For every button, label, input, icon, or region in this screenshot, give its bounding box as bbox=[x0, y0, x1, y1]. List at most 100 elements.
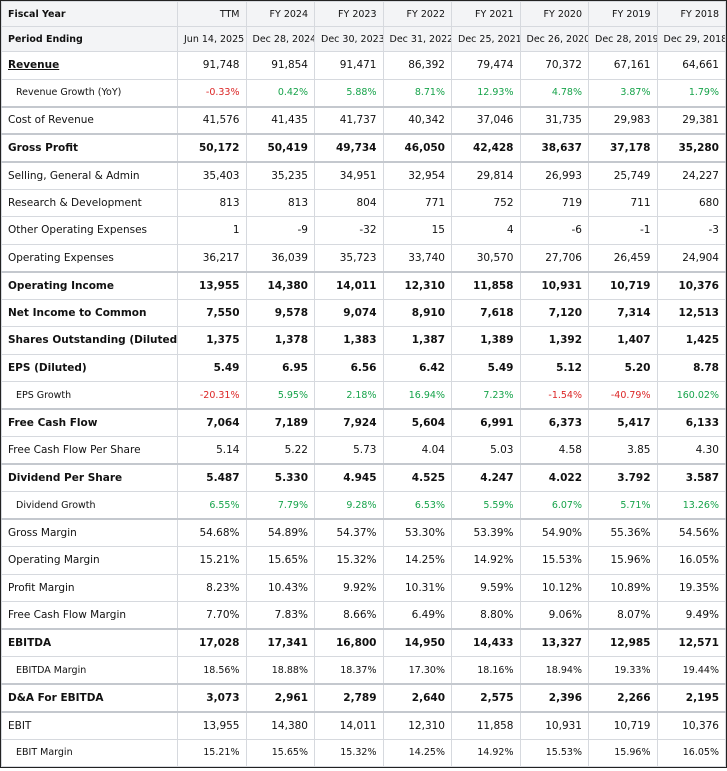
value-cell: 15.53% bbox=[519, 546, 589, 575]
header-cell: Dec 28, 2024 bbox=[245, 26, 315, 52]
value-cell: 5.59% bbox=[451, 491, 521, 520]
data-row: Free Cash Flow 7,064 7,189 7,924 5,604 6,991 6… bbox=[1, 408, 726, 437]
value-cell: 10,376 bbox=[656, 710, 726, 740]
value-cell: 50,419 bbox=[245, 133, 315, 162]
value-cell: 14.92% bbox=[451, 738, 521, 767]
data-row: EPS Growth -20.31% 5.95% 2.18% 16.94% 7.23% -1… bbox=[1, 381, 726, 410]
value-cell: 18.94% bbox=[519, 656, 589, 685]
data-row: Net Income to Common 7,550 9,578 9,074 8,910… bbox=[1, 298, 726, 327]
value-cell: 5.22 bbox=[245, 436, 315, 465]
value-cell: 1.79% bbox=[656, 78, 726, 107]
value-cell: 14,380 bbox=[245, 710, 315, 740]
value-cell: 14.25% bbox=[382, 546, 452, 575]
header-cell: FY 2024 bbox=[245, 1, 315, 27]
value-cell: 12,513 bbox=[656, 298, 726, 327]
value-cell: 5.88% bbox=[314, 78, 384, 107]
value-cell: 16.05% bbox=[656, 738, 726, 767]
value-cell: 8.80% bbox=[451, 601, 521, 630]
value-cell: 1,407 bbox=[588, 326, 658, 355]
value-cell: 14,011 bbox=[314, 710, 384, 740]
header-cell: FY 2018 bbox=[656, 1, 726, 27]
header-label: Period Ending bbox=[1, 26, 178, 52]
value-cell: 771 bbox=[382, 188, 452, 217]
value-cell: 36,039 bbox=[245, 243, 315, 272]
value-cell: 15.53% bbox=[519, 738, 589, 767]
value-cell: 13.26% bbox=[656, 491, 726, 520]
row-label: Operating Expenses bbox=[1, 243, 178, 272]
value-cell: 41,576 bbox=[177, 105, 247, 135]
value-cell: 3.792 bbox=[588, 463, 658, 492]
data-row: Free Cash Flow Per Share 5.14 5.22 5.73 4.04… bbox=[1, 436, 726, 465]
value-cell: 42,428 bbox=[451, 133, 521, 162]
value-cell: 17,341 bbox=[245, 628, 315, 657]
value-cell: 54.68% bbox=[177, 518, 247, 547]
value-cell: 10.89% bbox=[588, 573, 658, 602]
value-cell: 5,604 bbox=[382, 408, 452, 437]
value-cell: 35,723 bbox=[314, 243, 384, 272]
header-cell: FY 2021 bbox=[451, 1, 521, 27]
value-cell: 15.32% bbox=[314, 546, 384, 575]
value-cell: 31,735 bbox=[519, 105, 589, 135]
value-cell: 86,392 bbox=[382, 51, 452, 80]
value-cell: 14,433 bbox=[451, 628, 521, 657]
value-cell: -3 bbox=[656, 216, 726, 245]
value-cell: -9 bbox=[245, 216, 315, 245]
value-cell: 12.93% bbox=[451, 78, 521, 107]
value-cell: -6 bbox=[519, 216, 589, 245]
header-cell: Dec 30, 2023 bbox=[314, 26, 384, 52]
value-cell: 6.56 bbox=[314, 353, 384, 382]
value-cell: 54.89% bbox=[245, 518, 315, 547]
value-cell: 70,372 bbox=[519, 51, 589, 80]
data-row: Gross Profit 50,172 50,419 49,734 46,050 42,4… bbox=[1, 133, 726, 162]
value-cell: 29,381 bbox=[656, 105, 726, 135]
value-cell: 91,471 bbox=[314, 51, 384, 80]
value-cell: 14,011 bbox=[314, 270, 384, 300]
value-cell: 54.37% bbox=[314, 518, 384, 547]
value-cell: 711 bbox=[588, 188, 658, 217]
data-row: Dividend Per Share 5.487 5.330 4.945 4.525 4.… bbox=[1, 463, 726, 492]
value-cell: 15.65% bbox=[245, 738, 315, 767]
value-cell: 1,425 bbox=[656, 326, 726, 355]
value-cell: 3.87% bbox=[588, 78, 658, 107]
value-cell: 2.18% bbox=[314, 381, 384, 410]
value-cell: 1,378 bbox=[245, 326, 315, 355]
value-cell: 18.56% bbox=[177, 656, 247, 685]
row-label: Profit Margin bbox=[1, 573, 178, 602]
data-row: Operating Expenses 36,217 36,039 35,723 33,7… bbox=[1, 243, 726, 272]
value-cell: 15 bbox=[382, 216, 452, 245]
value-cell: 680 bbox=[656, 188, 726, 217]
value-cell: 29,814 bbox=[451, 160, 521, 190]
value-cell: 5.03 bbox=[451, 436, 521, 465]
value-cell: 13,955 bbox=[177, 710, 247, 740]
value-cell: 91,854 bbox=[245, 51, 315, 80]
value-cell: 30,570 bbox=[451, 243, 521, 272]
row-label: Research & Development bbox=[1, 188, 178, 217]
value-cell: 35,280 bbox=[656, 133, 726, 162]
value-cell: 55.36% bbox=[588, 518, 658, 547]
value-cell: 7,189 bbox=[245, 408, 315, 437]
header-cell: Dec 25, 2021 bbox=[451, 26, 521, 52]
header-label: Fiscal Year bbox=[1, 1, 178, 27]
value-cell: 4.30 bbox=[656, 436, 726, 465]
value-cell: 26,459 bbox=[588, 243, 658, 272]
table-body: Revenue 91,748 91,854 91,471 86,392 79,474 70,… bbox=[1, 51, 726, 767]
value-cell: 1,389 bbox=[451, 326, 521, 355]
value-cell: 7,120 bbox=[519, 298, 589, 327]
value-cell: 5.73 bbox=[314, 436, 384, 465]
value-cell: 2,195 bbox=[656, 683, 726, 712]
value-cell: 9,578 bbox=[245, 298, 315, 327]
value-cell: 9.59% bbox=[451, 573, 521, 602]
data-row: Free Cash Flow Margin 7.70% 7.83% 8.66% 6.49… bbox=[1, 601, 726, 630]
row-label: Revenue bbox=[1, 51, 178, 80]
header-cell: Dec 31, 2022 bbox=[382, 26, 452, 52]
value-cell: 4.022 bbox=[519, 463, 589, 492]
value-cell: 24,904 bbox=[656, 243, 726, 272]
data-row: EBIT Margin 15.21% 15.65% 15.32% 14.25% 14.92… bbox=[1, 738, 726, 767]
value-cell: 5.12 bbox=[519, 353, 589, 382]
header-row: Period Ending Jun 14, 2025 Dec 28, 2024 Dec… bbox=[1, 26, 726, 52]
value-cell: 7.83% bbox=[245, 601, 315, 630]
value-cell: 29,983 bbox=[588, 105, 658, 135]
value-cell: 14.25% bbox=[382, 738, 452, 767]
value-cell: 16.05% bbox=[656, 546, 726, 575]
data-row: Research & Development 813 813 804 771 752 719… bbox=[1, 188, 726, 217]
